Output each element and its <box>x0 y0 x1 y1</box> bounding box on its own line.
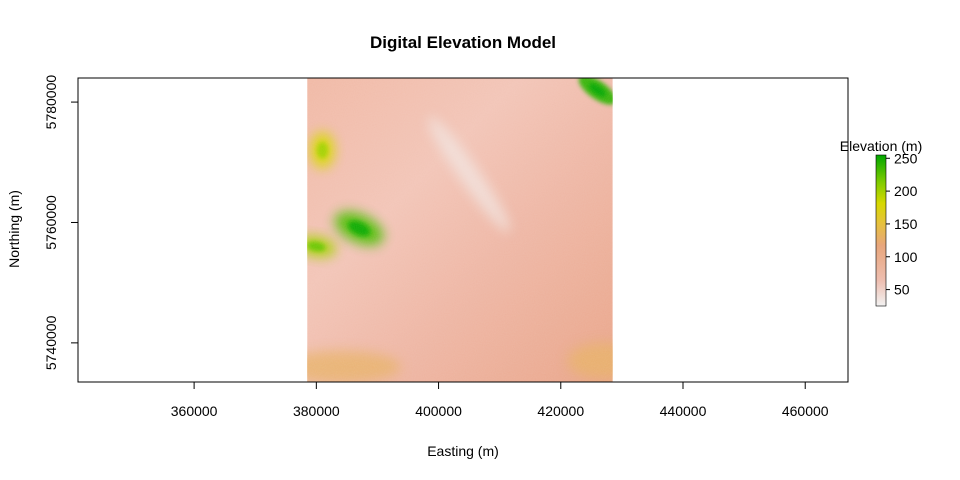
legend-tick-label: 200 <box>894 183 918 199</box>
legend-tick-label: 50 <box>894 282 910 298</box>
legend: Elevation (m) 50 100 150 200 250 <box>840 138 922 307</box>
x-tick-label: 380000 <box>293 403 340 419</box>
y-axis-label: Northing (m) <box>6 190 22 268</box>
x-axis: 360000 380000 400000 420000 440000 460000 <box>171 381 829 419</box>
raster-texture <box>307 78 613 382</box>
y-axis: 5740000 5760000 5780000 <box>43 75 79 370</box>
x-tick-label: 420000 <box>537 403 584 419</box>
legend-tick-label: 150 <box>894 216 918 232</box>
chart-title: Digital Elevation Model <box>370 33 556 52</box>
y-tick-label: 5740000 <box>43 315 59 370</box>
x-tick-label: 400000 <box>415 403 462 419</box>
x-tick-label: 360000 <box>171 403 218 419</box>
y-tick-label: 5760000 <box>43 195 59 250</box>
legend-tick-label: 250 <box>894 150 918 166</box>
x-tick-label: 440000 <box>660 403 707 419</box>
y-tick-label: 5780000 <box>43 75 59 130</box>
x-axis-label: Easting (m) <box>427 443 499 459</box>
legend-title: Elevation (m) <box>840 138 922 154</box>
raster-layer <box>307 78 613 382</box>
legend-color-bar <box>875 154 887 307</box>
x-tick-label: 460000 <box>782 403 829 419</box>
legend-tick-label: 100 <box>894 249 918 265</box>
